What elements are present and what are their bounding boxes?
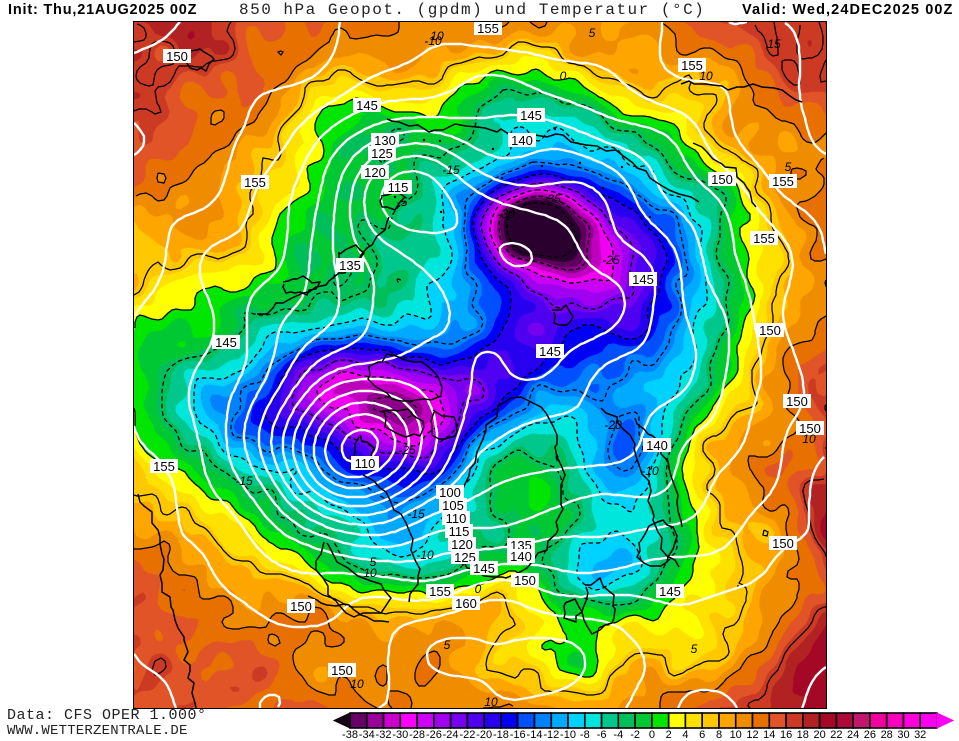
svg-text:-26: -26	[426, 729, 442, 739]
svg-text:145: 145	[659, 584, 681, 599]
svg-text:110: 110	[446, 511, 467, 526]
svg-text:22: 22	[830, 729, 842, 739]
svg-text:-10: -10	[424, 34, 442, 48]
svg-text:8: 8	[716, 729, 722, 739]
svg-text:5: 5	[444, 638, 451, 652]
svg-text:140: 140	[646, 438, 668, 453]
svg-text:-15: -15	[235, 474, 253, 488]
svg-text:10: 10	[430, 29, 444, 43]
svg-text:-10: -10	[560, 729, 576, 739]
svg-text:-18: -18	[493, 729, 509, 739]
svg-text:-25: -25	[398, 443, 416, 457]
svg-text:150: 150	[331, 663, 353, 678]
svg-text:12: 12	[746, 729, 758, 739]
svg-text:100: 100	[439, 485, 461, 500]
svg-text:115: 115	[449, 524, 470, 539]
svg-text:140: 140	[511, 133, 533, 148]
svg-text:14: 14	[763, 729, 775, 739]
svg-text:110: 110	[355, 456, 376, 471]
svg-text:155: 155	[772, 174, 794, 189]
svg-text:5: 5	[691, 642, 698, 656]
svg-text:155: 155	[477, 22, 499, 36]
svg-text:155: 155	[244, 175, 266, 190]
svg-text:-20: -20	[476, 729, 492, 739]
svg-text:155: 155	[153, 459, 175, 474]
svg-text:-24: -24	[443, 729, 459, 739]
svg-text:160: 160	[455, 596, 477, 611]
svg-text:30: 30	[897, 729, 909, 739]
svg-text:6: 6	[699, 729, 705, 739]
svg-text:-25: -25	[602, 253, 620, 267]
svg-text:150: 150	[514, 573, 536, 588]
svg-text:2: 2	[666, 729, 672, 739]
svg-text:5: 5	[370, 555, 377, 569]
svg-text:150: 150	[711, 172, 733, 187]
svg-text:-30: -30	[392, 729, 408, 739]
svg-text:5: 5	[589, 26, 596, 40]
svg-text:0: 0	[560, 69, 567, 83]
svg-text:-16: -16	[510, 729, 526, 739]
svg-text:-8: -8	[580, 729, 590, 739]
svg-text:120: 120	[364, 165, 386, 180]
svg-text:0: 0	[649, 729, 655, 739]
svg-text:145: 145	[215, 335, 237, 350]
svg-text:120: 120	[451, 537, 473, 552]
svg-text:150: 150	[290, 599, 312, 614]
svg-text:150: 150	[166, 49, 188, 64]
svg-text:155: 155	[681, 58, 703, 73]
svg-text:-6: -6	[597, 729, 607, 739]
svg-text:18: 18	[797, 729, 809, 739]
svg-text:150: 150	[772, 536, 794, 551]
svg-text:10: 10	[350, 677, 364, 691]
svg-text:-35: -35	[543, 192, 561, 206]
svg-text:145: 145	[473, 561, 495, 576]
svg-text:-12: -12	[543, 729, 559, 739]
svg-text:-10: -10	[416, 548, 434, 562]
svg-text:145: 145	[632, 272, 654, 287]
svg-text:10: 10	[363, 566, 377, 580]
svg-text:28: 28	[881, 729, 893, 739]
svg-text:10: 10	[699, 69, 713, 83]
svg-text:10: 10	[802, 432, 816, 446]
svg-text:24: 24	[847, 729, 859, 739]
svg-text:-32: -32	[376, 729, 392, 739]
svg-text:-2: -2	[630, 729, 640, 739]
svg-text:-4: -4	[613, 729, 623, 739]
svg-text:20: 20	[813, 729, 825, 739]
svg-text:-15: -15	[442, 163, 460, 177]
svg-text:-28: -28	[409, 729, 425, 739]
svg-text:-20: -20	[604, 418, 622, 432]
svg-text:26: 26	[864, 729, 876, 739]
svg-text:135: 135	[339, 258, 361, 273]
svg-text:5: 5	[785, 160, 792, 174]
svg-text:140: 140	[510, 549, 532, 564]
svg-text:-38: -38	[342, 729, 358, 739]
svg-text:145: 145	[539, 344, 561, 359]
svg-text:15: 15	[767, 37, 781, 51]
svg-text:-10: -10	[641, 464, 659, 478]
svg-text:-34: -34	[359, 729, 375, 739]
svg-text:150: 150	[799, 421, 821, 436]
svg-text:0: 0	[475, 582, 482, 596]
svg-text:155: 155	[429, 584, 451, 599]
svg-text:4: 4	[682, 729, 688, 739]
svg-text:10: 10	[730, 729, 742, 739]
svg-text:115: 115	[388, 180, 409, 195]
svg-text:-15: -15	[407, 507, 425, 521]
svg-text:16: 16	[780, 729, 792, 739]
svg-text:-14: -14	[527, 729, 543, 739]
svg-text:-5: -5	[397, 195, 408, 209]
svg-text:125: 125	[371, 146, 393, 161]
svg-text:150: 150	[786, 394, 808, 409]
svg-text:10: 10	[484, 695, 498, 708]
svg-text:-22: -22	[459, 729, 475, 739]
svg-text:145: 145	[356, 98, 378, 113]
svg-text:150: 150	[759, 323, 781, 338]
svg-text:-30: -30	[497, 207, 515, 221]
svg-text:155: 155	[753, 231, 775, 246]
svg-text:32: 32	[914, 729, 926, 739]
svg-text:145: 145	[520, 108, 542, 123]
svg-text:105: 105	[442, 498, 464, 513]
svg-text:130: 130	[374, 133, 396, 148]
